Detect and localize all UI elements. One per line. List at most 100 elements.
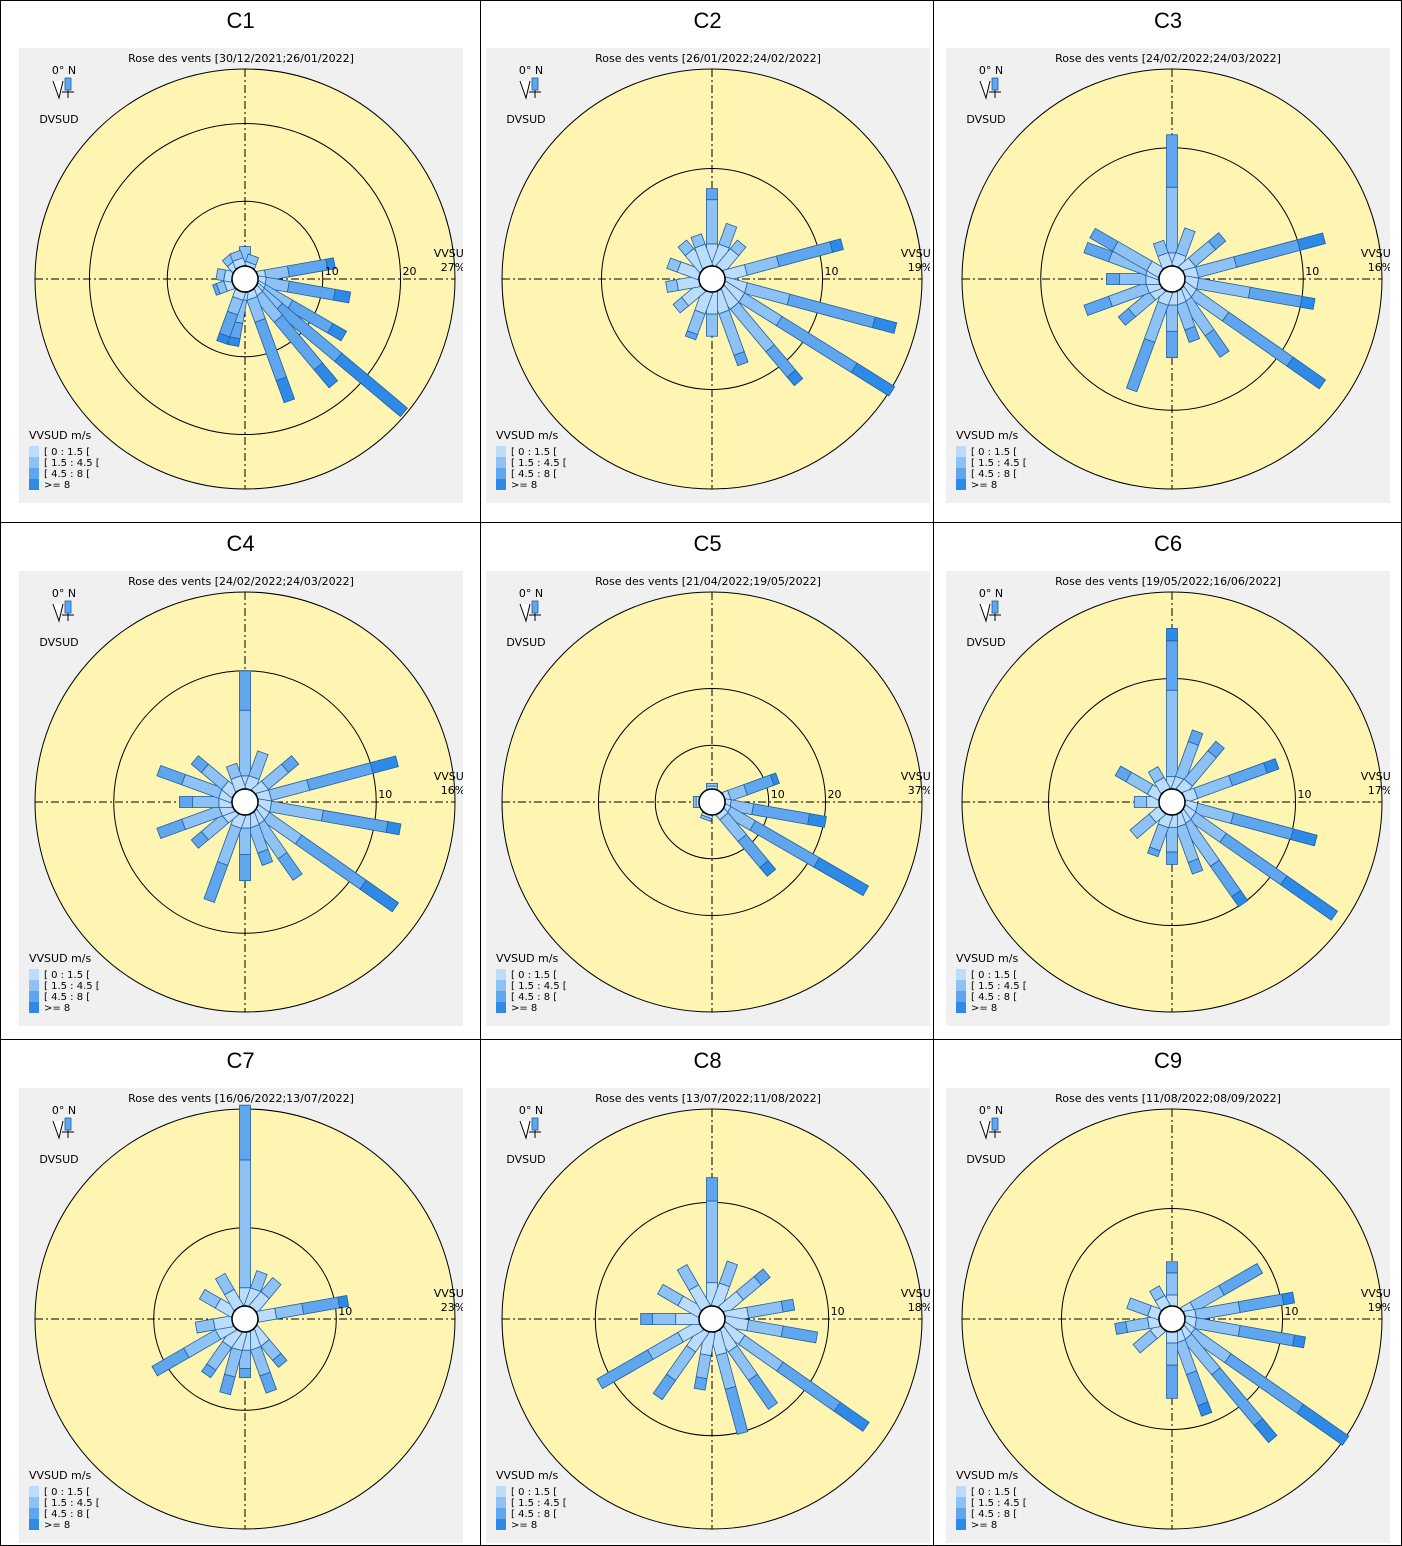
petal-segment: [677, 239, 695, 257]
chart-cell: C7 Rose des vents [16/06/2022;13/07/2022]…: [0, 1040, 481, 1546]
legend-label: [ 1.5 : 4.5 [: [511, 981, 567, 992]
petal: [721, 772, 780, 804]
wind-rose-chart: Rose des vents [30/12/2021;26/01/2022] 10…: [19, 48, 463, 503]
max-percent-label: 23%: [441, 1301, 463, 1314]
petal-segment: [1117, 307, 1136, 326]
grid-border: [933, 0, 934, 1546]
legend-title: VVSUD m/s: [29, 1469, 91, 1482]
legend-swatch: [956, 1002, 966, 1013]
petal-segment: [1133, 796, 1148, 808]
petal-segment: [190, 755, 209, 774]
legend-label: >= 8: [44, 1003, 70, 1014]
petal-segment: [1114, 1321, 1128, 1335]
ring-label: 10: [338, 1305, 352, 1318]
wind-rose-chart: Rose des vents [19/05/2022;16/06/2022] 10…: [946, 571, 1390, 1026]
petal-segment: [239, 709, 251, 777]
petal-segment: [672, 296, 690, 314]
petal-segment: [769, 772, 780, 786]
petal-segment: [729, 239, 747, 257]
petal-segment: [665, 279, 679, 293]
arrow-needle: [979, 80, 991, 100]
petal: [676, 1264, 711, 1312]
legend-label: [ 0 : 1.5 [: [44, 1487, 90, 1498]
center-hub: [698, 788, 726, 816]
legend-swatch: [496, 1002, 506, 1013]
max-percent-label: 19%: [1368, 1301, 1390, 1314]
center-hub: [698, 1305, 726, 1333]
legend-label: [ 0 : 1.5 [: [44, 447, 90, 458]
legend-swatch: [956, 446, 966, 457]
legend-swatch: [956, 991, 966, 1002]
legend-label: >= 8: [511, 1003, 537, 1014]
direction-var-label: DVSUD: [39, 1153, 78, 1166]
legend-swatch: [956, 457, 966, 468]
petal-segment: [753, 1268, 771, 1286]
legend-label: [ 1.5 : 4.5 [: [44, 981, 100, 992]
center-hub: [231, 788, 259, 816]
cell-label: C4: [226, 531, 255, 556]
petal-segment: [239, 853, 251, 882]
north-label: 0° N: [979, 587, 1003, 600]
petal: [722, 238, 844, 282]
legend-label: [ 0 : 1.5 [: [971, 970, 1017, 981]
petal: [684, 288, 714, 341]
petal: [717, 1268, 771, 1316]
petal-segment: [219, 1373, 236, 1396]
petal-segment: [706, 199, 718, 245]
north-label: 0° N: [979, 64, 1003, 77]
north-label: 0° N: [52, 587, 76, 600]
petal-segment: [1166, 330, 1178, 359]
direction-var-label: DVSUD: [39, 636, 78, 649]
petal-segment: [1166, 1342, 1178, 1366]
compass-bar: [991, 1117, 999, 1131]
legend-label: >= 8: [971, 480, 997, 491]
chart-title: Rose des vents [19/05/2022;16/06/2022]: [1055, 575, 1281, 588]
petal: [666, 257, 703, 281]
center-hub: [698, 265, 726, 293]
chart-title: Rose des vents [24/02/2022;24/03/2022]: [1055, 52, 1281, 65]
max-percent-label: 16%: [1368, 261, 1390, 274]
petal-segment: [684, 330, 699, 341]
petal-segment: [1263, 758, 1280, 774]
legend-label: [ 1.5 : 4.5 [: [511, 458, 567, 469]
north-label: 0° N: [52, 64, 76, 77]
petal: [1181, 758, 1280, 804]
legend-swatch: [496, 457, 506, 468]
legend-swatch: [29, 991, 39, 1002]
petal: [1170, 288, 1201, 343]
legend-label: [ 4.5 : 8 [: [971, 1509, 1017, 1520]
petal-segment: [192, 796, 220, 808]
arrow-needle: [979, 1120, 991, 1140]
legend-label: [ 4.5 : 8 [: [511, 469, 557, 480]
chart-cell: C9 Rose des vents [11/08/2022;08/09/2022]…: [934, 1040, 1402, 1546]
petal-segment: [596, 1349, 654, 1390]
chart-title: Rose des vents [16/06/2022;13/07/2022]: [128, 1092, 354, 1105]
legend-swatch: [29, 1508, 39, 1519]
petal: [1166, 1331, 1178, 1399]
max-percent-label: 17%: [1368, 784, 1390, 797]
petal: [1183, 275, 1316, 310]
legend-swatch: [496, 1497, 506, 1508]
legend-title: VVSUD m/s: [956, 952, 1018, 965]
ring-label: 10: [1285, 1305, 1299, 1318]
compass-bar: [531, 600, 539, 614]
petal: [179, 796, 233, 808]
petal-segment: [807, 813, 827, 828]
legend-label: [ 0 : 1.5 [: [971, 1487, 1017, 1498]
max-percent-label: 27%: [441, 261, 463, 274]
petal-segment: [198, 1288, 222, 1309]
legend-label: [ 4.5 : 8 [: [44, 992, 90, 1003]
petal-segment: [1187, 729, 1204, 746]
legend-label: [ 1.5 : 4.5 [: [44, 1498, 100, 1509]
north-arrow-icon: [979, 600, 1001, 623]
petal-segment: [1166, 134, 1178, 188]
legend-swatch: [956, 1519, 966, 1530]
legend-label: [ 1.5 : 4.5 [: [44, 458, 100, 469]
petal-segment: [1204, 328, 1230, 358]
petal-segment: [1166, 689, 1178, 778]
chart-cell: C8 Rose des vents [13/07/2022;11/08/2022]…: [481, 1040, 934, 1546]
petal: [1089, 227, 1165, 278]
speed-var-label: VVSUD: [901, 1287, 930, 1300]
petal-segment: [1166, 1272, 1178, 1296]
petal-segment: [250, 1270, 268, 1293]
